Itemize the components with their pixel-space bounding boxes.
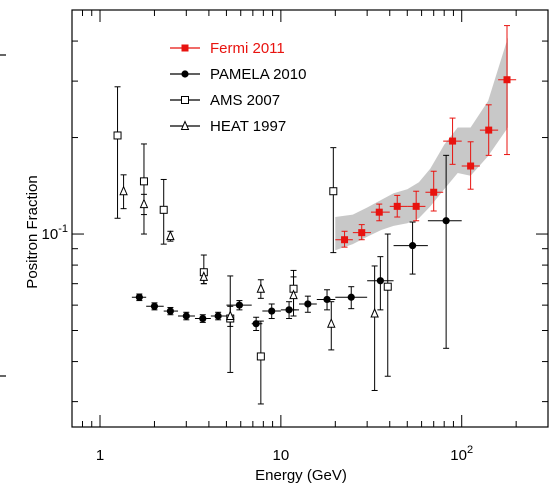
- ams-2007-point: [113, 131, 122, 140]
- fermi-2011-point: [485, 126, 493, 134]
- fermi-2011-point: [503, 76, 511, 84]
- fermi-systematic-band-layer: [335, 37, 508, 251]
- heat-1997-legend-marker: [180, 120, 190, 130]
- pamela-2010-point: [150, 302, 159, 310]
- ams-2007-point: [139, 177, 148, 186]
- plot-frame: [71, 9, 549, 428]
- pamela-2010-point: [376, 277, 384, 285]
- marker-layer: [113, 76, 511, 361]
- fermi-2011-legend-marker: [181, 44, 189, 52]
- fermi-2011-legend-label: Fermi 2011: [210, 40, 285, 57]
- pamela-2010-point: [182, 312, 190, 320]
- error-bar-layer: [114, 25, 517, 405]
- fermi-2011-point: [430, 188, 438, 196]
- pamela-2010-point: [285, 306, 293, 314]
- pamela-2010-point: [166, 307, 174, 315]
- heat-1997-point: [199, 271, 209, 281]
- pamela-2010-point: [408, 242, 417, 250]
- x-tick-label: 102: [450, 444, 473, 464]
- pamela-2010-point: [135, 293, 143, 301]
- fermi-2011-point: [358, 229, 366, 237]
- y-axis-label: Positron Fraction: [24, 175, 41, 288]
- ams-2007-point: [383, 282, 392, 291]
- fermi-2011-point: [467, 162, 475, 170]
- pamela-2010-point: [347, 293, 355, 301]
- heat-1997-legend-label: HEAT 1997: [210, 118, 286, 135]
- heat-1997-point: [139, 198, 149, 209]
- fermi-2011-point: [412, 202, 420, 210]
- pamela-2010-point: [252, 320, 260, 328]
- fermi-2011-point: [375, 208, 383, 216]
- legend: Fermi 2011 PAMELA 2010 AMS 2007 HEAT 1997: [170, 40, 306, 135]
- heat-1997-point: [119, 185, 128, 196]
- pamela-2010-point: [442, 217, 450, 225]
- pamela-2010-point: [323, 295, 331, 304]
- x-tick-label: 1: [96, 447, 104, 464]
- ams-2007-legend-label: AMS 2007: [210, 92, 280, 109]
- heat-1997-point: [256, 282, 266, 293]
- pamela-2010-point: [235, 301, 244, 309]
- ams-2007-point: [329, 187, 338, 196]
- x-tick-label: 10: [273, 447, 290, 464]
- fermi-systematic-band: [335, 37, 508, 251]
- heat-1997-point: [166, 230, 175, 241]
- heat-1997-point: [225, 310, 235, 320]
- pamela-2010-point: [214, 312, 222, 320]
- heat-1997-point: [327, 317, 336, 328]
- ams-2007-point: [256, 352, 265, 361]
- y-tick-label: 10-1: [42, 223, 68, 243]
- pamela-2010-legend-label: PAMELA 2010: [210, 66, 306, 83]
- ams-2007-point: [159, 205, 168, 214]
- heat-1997-point: [370, 307, 379, 318]
- pamela-2010-point: [268, 307, 276, 315]
- fermi-2011-point: [393, 202, 401, 210]
- pamela-2010-point: [199, 314, 207, 323]
- outer-tick-marks: [0, 54, 6, 377]
- heat-1997-point: [289, 289, 298, 300]
- pamela-2010-legend-marker: [181, 70, 189, 78]
- x-axis-label: Energy (GeV): [255, 467, 347, 484]
- pamela-2010-point: [304, 300, 312, 308]
- fermi-2011-point: [341, 236, 349, 244]
- tick-layer: 1 10 102 10-1: [42, 9, 549, 464]
- ams-2007-legend-marker: [181, 96, 189, 104]
- fermi-2011-point: [449, 137, 457, 145]
